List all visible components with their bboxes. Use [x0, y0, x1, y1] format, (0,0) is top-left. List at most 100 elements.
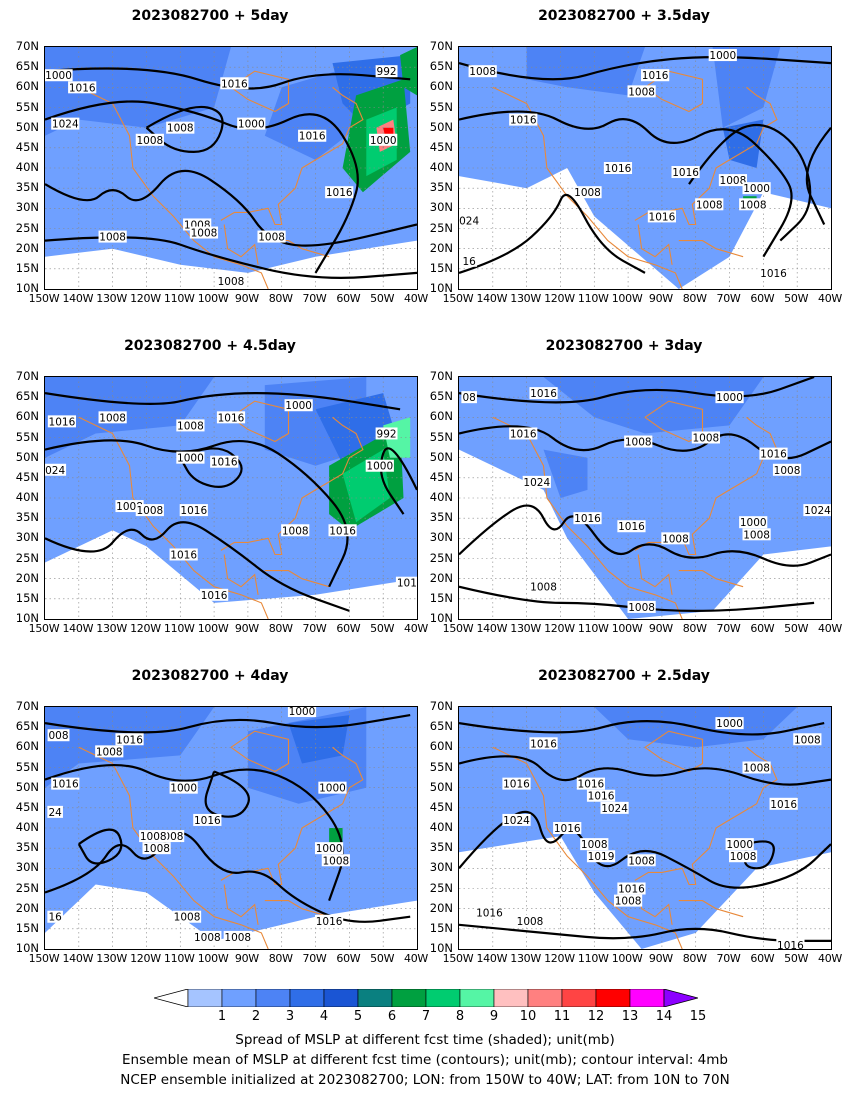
mslp-contour	[459, 377, 815, 404]
contour-label: 1016	[299, 131, 326, 143]
contour-label-bg	[220, 77, 249, 90]
lon-tick-label: 100W	[197, 622, 229, 635]
contour-label: 992	[377, 428, 397, 440]
contour-label-bg	[176, 451, 205, 464]
map-area: 1000 1016 1008 1008 1016 1016 1016 1024 1016 1024…	[458, 706, 832, 950]
contour-label: 1008	[743, 763, 770, 775]
coastline	[78, 746, 269, 949]
lon-tick-label: 60W	[336, 292, 361, 305]
contour-label-bg	[199, 588, 229, 601]
panel-title: 2023082700 + 5day	[131, 8, 289, 24]
contour-label: 1008	[615, 896, 642, 908]
contour-label-bg	[715, 717, 744, 730]
lon-tick-label: 140W	[476, 952, 508, 965]
lon-tick-label: 150W	[442, 952, 474, 965]
contour-label-bg	[47, 729, 70, 742]
lon-tick-label: 130W	[96, 952, 127, 965]
lat-tick-label: 60N	[429, 409, 453, 424]
spread-shade-region	[543, 449, 588, 498]
lat-tick-label: 35N	[15, 510, 39, 525]
coastline	[223, 554, 259, 595]
lon-tick-label: 100W	[611, 622, 643, 635]
contour-label-bg	[98, 411, 127, 424]
contour-label: 1008	[282, 525, 309, 537]
lat-tick-label: 70N	[429, 699, 453, 713]
map-panel-5day: 2023082700 + 5day 1000 1016 992 1016 1024 100…	[0, 0, 429, 330]
contour-label-bg	[772, 463, 802, 476]
mslp-contour	[805, 126, 831, 225]
contour-label: 1008	[720, 175, 747, 187]
lat-tick-label: 70N	[429, 39, 453, 53]
coastline	[220, 86, 364, 226]
coastline	[492, 746, 683, 949]
lat-tick-label: 10N	[429, 281, 453, 295]
contour-label-bg	[287, 707, 317, 718]
lat-tick-label: 45N	[429, 799, 453, 814]
lat-tick-label: 60N	[429, 739, 453, 754]
caption-shading: Spread of MSLP at different fcst time (s…	[235, 1032, 615, 1048]
coastline	[634, 86, 778, 226]
coastline	[223, 884, 259, 925]
contour-label-bg	[603, 162, 633, 174]
mslp-contour	[45, 714, 411, 734]
mslp-contour	[45, 169, 417, 247]
lat-tick-label: 65N	[429, 719, 453, 734]
lat-tick-label: 65N	[429, 59, 453, 74]
contour-label-bg	[502, 813, 531, 826]
contour-label-bg	[718, 174, 748, 187]
contour-label: 1024	[523, 477, 550, 489]
lat-tick-label: 30N	[15, 860, 39, 875]
contour-label-bg	[553, 822, 582, 834]
contour-label: 1019	[588, 851, 615, 863]
contour-label-bg	[769, 797, 798, 810]
lon-tick-label: 50W	[370, 622, 395, 635]
contour-label-bg	[172, 910, 202, 923]
contour-label-bg	[375, 427, 398, 440]
contour-label-bg	[169, 781, 198, 794]
contour-label: 1016	[530, 738, 557, 750]
lat-tick-label: 20N	[15, 240, 39, 255]
contour-label: 1016	[201, 590, 228, 602]
lon-tick-label: 90W	[234, 622, 259, 635]
lon-tick-label: 40W	[404, 622, 428, 635]
colorbar-swatch	[255, 989, 291, 1007]
contour-label: 1016	[329, 525, 356, 537]
colorbar-swatch	[425, 989, 461, 1007]
lon-axis: 150W 140W 130W 120W 110W 100W 90W 80W 70W 60W 50W 4…	[443, 622, 843, 636]
lon-tick-label: 110W	[577, 952, 609, 965]
coastline	[634, 746, 778, 886]
contour-label-bg	[529, 580, 558, 593]
contour-label: 1016	[618, 884, 645, 896]
contour-label: 1024	[601, 803, 628, 815]
lat-tick-label: 45N	[15, 799, 39, 814]
contour-label-bg	[47, 805, 63, 818]
mslp-contour	[45, 391, 401, 411]
contour-label: 1008	[258, 232, 285, 244]
colorbar-swatch	[357, 989, 393, 1007]
contour-label: 024	[45, 465, 65, 477]
contour-label-bg	[169, 548, 198, 561]
colorbar-swatch	[561, 989, 597, 1007]
mslp-contour	[45, 100, 359, 274]
contour-label-bg	[742, 761, 771, 774]
contour-label: 1016	[760, 449, 787, 461]
contour-label: 1016	[642, 70, 669, 82]
contour-label: 1016	[476, 908, 503, 920]
lat-tick-label: 55N	[15, 429, 39, 444]
contour-label-bg	[728, 850, 758, 863]
contour-label: 1016	[503, 779, 530, 791]
contour-label-bg	[139, 830, 168, 843]
lon-tick-label: 70W	[302, 292, 327, 305]
lat-tick-label: 45N	[15, 469, 39, 484]
lon-tick-label: 130W	[96, 622, 127, 635]
contour-label-bg	[281, 524, 310, 537]
coastline	[230, 730, 290, 773]
contour-label: 1008	[628, 855, 655, 867]
lat-tick-label: 45N	[429, 139, 453, 154]
colorbar-tick-label: 11	[553, 1009, 571, 1024]
contour-label: 1000	[45, 70, 72, 82]
coastline	[264, 570, 330, 588]
contour-label-bg	[51, 117, 80, 130]
contour-label-bg	[176, 419, 205, 432]
